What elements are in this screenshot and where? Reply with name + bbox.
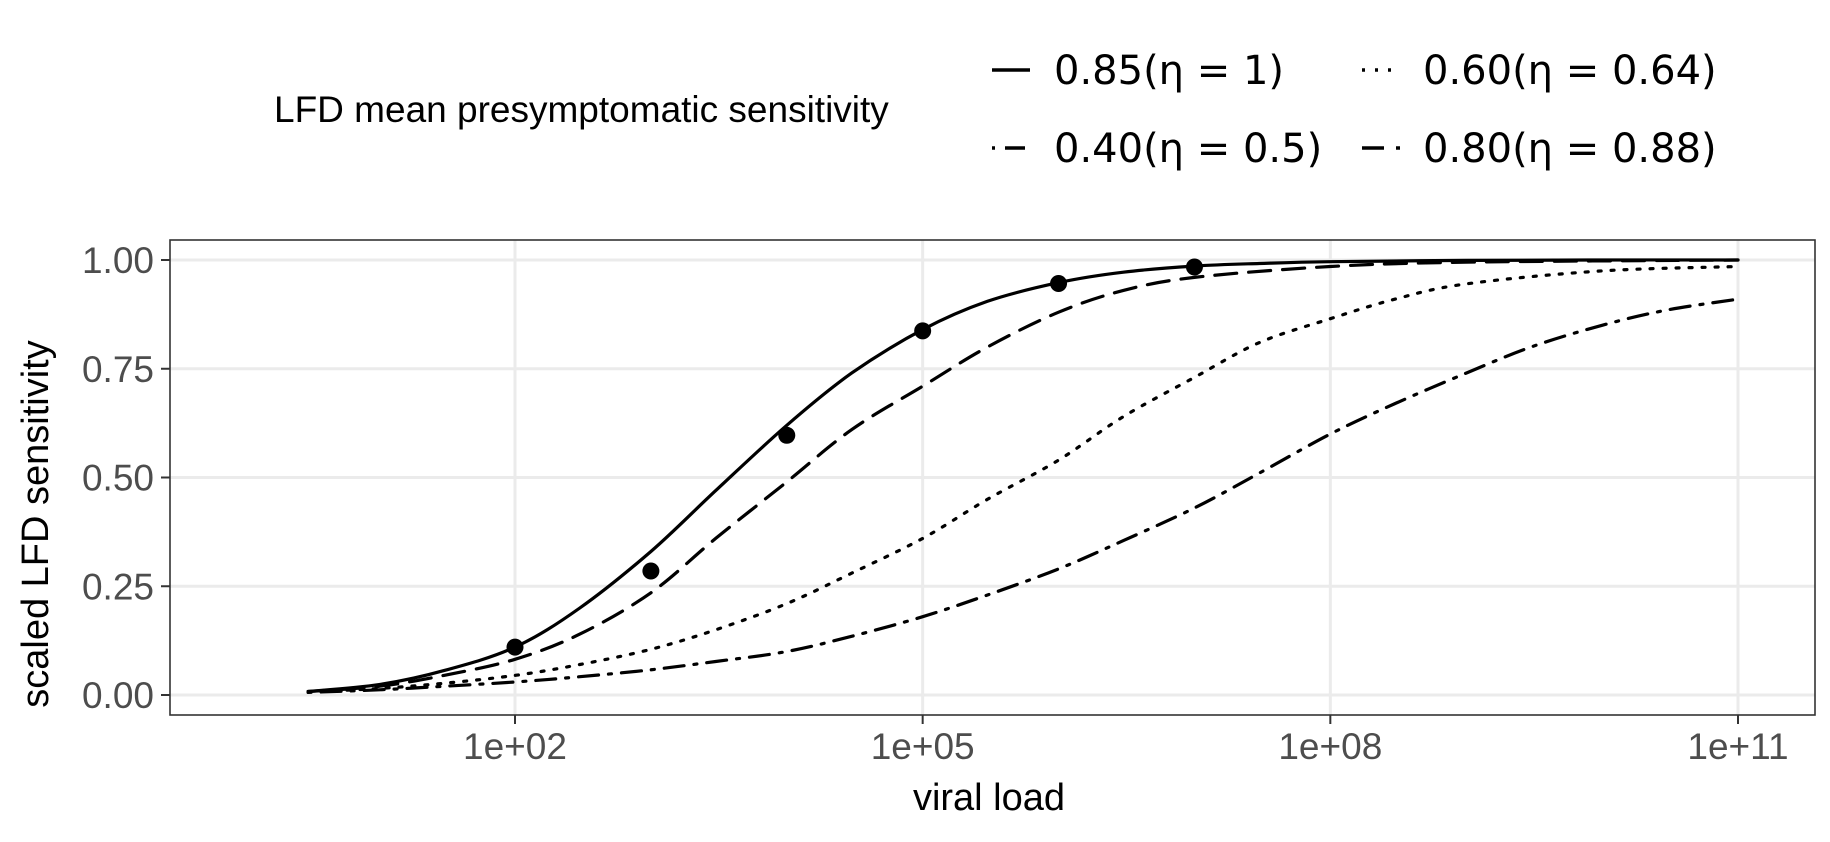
y-tick-label: 0.00 — [82, 675, 154, 716]
data-point — [642, 562, 660, 580]
series-line — [306, 258, 1740, 694]
data-point — [778, 426, 796, 444]
y-tick-label: 0.25 — [82, 566, 154, 607]
legend-label: 0.85(η = 1) — [1054, 48, 1284, 94]
x-axis-title: viral load — [913, 777, 1065, 819]
series-lines — [306, 258, 1740, 694]
legend-label: 0.40(η = 0.5) — [1054, 126, 1322, 172]
y-tick-label: 0.75 — [82, 349, 154, 390]
x-tick-label: 1e+08 — [1278, 726, 1382, 767]
legend-items: 0.85(η = 1) 0.40(η = 0.5) 0.60(η = 0.64) 0.… — [992, 48, 1717, 172]
plot-panel — [169, 239, 1816, 716]
x-tick-label: 1e+05 — [871, 726, 975, 767]
y-tick-label: 1.00 — [82, 240, 154, 281]
data-point — [506, 638, 524, 656]
series-line — [306, 258, 1740, 694]
data-points — [506, 258, 1203, 656]
y-axis-title: scaled LFD sensitivity — [15, 340, 57, 707]
legend-title: LFD mean presymptomatic sensitivity — [274, 89, 889, 130]
data-point — [1050, 274, 1068, 292]
legend: LFD mean presymptomatic sensitivity 0.85… — [274, 48, 1717, 172]
legend-label: 0.60(η = 0.64) — [1423, 48, 1717, 94]
data-point — [1185, 258, 1203, 276]
data-point — [914, 322, 932, 340]
series-line — [306, 297, 1740, 694]
series-line — [306, 264, 1740, 694]
x-tick-label: 1e+11 — [1687, 726, 1788, 767]
x-tick-label: 1e+02 — [463, 726, 567, 767]
legend-label: 0.80(η = 0.88) — [1423, 126, 1717, 172]
grid-lines — [170, 240, 1815, 715]
x-axis: 1e+02 1e+05 1e+08 1e+11 — [463, 715, 1789, 767]
y-tick-label: 0.50 — [82, 458, 154, 499]
y-axis: 0.00 0.25 0.50 0.75 1.00 — [82, 240, 170, 716]
